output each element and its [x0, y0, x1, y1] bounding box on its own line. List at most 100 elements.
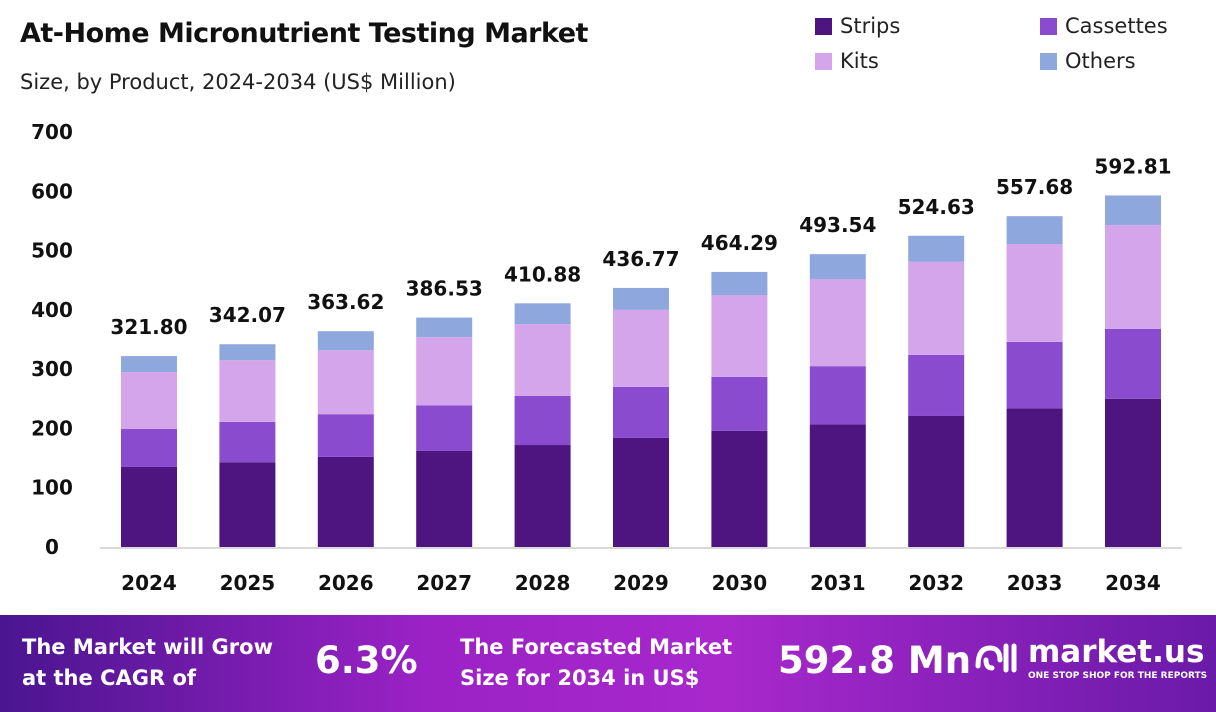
- bar-segment-strips: [908, 415, 965, 547]
- legend-label: Others: [1065, 49, 1136, 73]
- y-tick-label: 600: [31, 179, 73, 203]
- legend-label: Kits: [840, 49, 879, 73]
- bar-segment-others: [514, 303, 571, 325]
- x-tick-label: 2029: [613, 571, 669, 595]
- legend-item-kits: Kits: [815, 49, 879, 73]
- cagr-label-line: at the CAGR of: [22, 666, 197, 690]
- bar-segment-others: [219, 344, 276, 361]
- bar-segment-strips: [317, 456, 374, 547]
- bar-segment-strips: [809, 424, 866, 547]
- bar-segment-kits: [1006, 244, 1063, 342]
- y-tick-label: 400: [31, 298, 73, 322]
- bar-segment-others: [416, 317, 473, 338]
- y-tick-label: 700: [31, 120, 73, 144]
- bar-segment-strips: [1006, 408, 1063, 547]
- x-tick-label: 2030: [712, 571, 768, 595]
- bar-segment-kits: [416, 337, 473, 406]
- forecast-label-line: The Forecasted Market: [460, 635, 733, 659]
- bar-segment-strips: [416, 450, 473, 547]
- x-tick-label: 2034: [1105, 571, 1161, 595]
- x-tick-label: 2033: [1007, 571, 1063, 595]
- bar-segment-kits: [121, 372, 177, 430]
- data-label: 363.62: [307, 290, 384, 314]
- data-label: 342.07: [209, 303, 286, 327]
- data-label: 524.63: [898, 195, 975, 219]
- data-label: 386.53: [406, 277, 483, 301]
- data-label: 321.80: [110, 315, 187, 339]
- chart-title: At-Home Micronutrient Testing Market: [20, 18, 588, 49]
- legend-swatch: [1040, 17, 1057, 35]
- bar-segment-others: [613, 287, 669, 310]
- data-label: 557.68: [996, 175, 1073, 199]
- bar-segment-cassettes: [908, 354, 965, 416]
- logo-name: market.us: [1028, 634, 1205, 670]
- bar-segment-strips: [613, 437, 669, 547]
- bar-segment-strips: [514, 445, 571, 547]
- bar-segment-cassettes: [809, 366, 866, 425]
- y-tick-label: 500: [31, 239, 73, 263]
- forecast-label: The Forecasted Market Size for 2034 in US…: [460, 632, 732, 694]
- bar-segment-strips: [711, 430, 768, 547]
- bar-segment-kits: [317, 350, 374, 415]
- data-label: 410.88: [504, 262, 581, 286]
- bar-segment-cassettes: [317, 414, 374, 457]
- stacked-bar-chart: 0 100 200 300 400 500 600 700 321.80 2024 342.07 20…: [31, 120, 1182, 595]
- legend-swatch: [1040, 52, 1057, 70]
- x-tick-label: 2032: [908, 571, 964, 595]
- bar-segment-strips: [1105, 398, 1161, 547]
- bar-segment-others: [809, 254, 866, 280]
- bar-segment-strips: [219, 462, 276, 547]
- cagr-label: The Market will Grow at the CAGR of: [22, 632, 273, 694]
- bar-segment-cassettes: [711, 376, 768, 431]
- cagr-value: 6.3%: [315, 639, 418, 682]
- legend-label: Cassettes: [1065, 14, 1168, 38]
- bar-segment-kits: [1105, 225, 1161, 329]
- bar-segment-cassettes: [1006, 341, 1063, 409]
- y-tick-label: 100: [31, 476, 73, 500]
- legend-item-strips: Strips: [815, 14, 900, 38]
- bar-segment-others: [1006, 216, 1063, 245]
- bar-segment-others: [908, 235, 965, 262]
- cagr-label-line: The Market will Grow: [22, 635, 273, 659]
- legend-label: Strips: [840, 14, 901, 38]
- bar-segment-kits: [219, 360, 276, 422]
- y-tick-label: 0: [45, 535, 59, 559]
- x-tick-label: 2025: [220, 571, 276, 595]
- bar-segment-kits: [514, 324, 571, 396]
- legend-swatch: [815, 17, 832, 35]
- x-tick-label: 2027: [416, 571, 472, 595]
- data-label: 592.81: [1094, 154, 1171, 178]
- summary-banner: The Market will Grow at the CAGR of 6.3% …: [0, 615, 1216, 712]
- bar-segment-others: [121, 356, 177, 373]
- legend-item-cassettes: Cassettes: [1040, 14, 1168, 38]
- bar-segment-others: [317, 331, 374, 351]
- bar-segment-cassettes: [1105, 328, 1161, 399]
- bar-segment-others: [1105, 195, 1161, 226]
- bar-segment-cassettes: [514, 395, 571, 446]
- legend-item-others: Others: [1040, 49, 1136, 73]
- bar-segment-kits: [613, 309, 669, 387]
- x-tick-label: 2024: [121, 571, 177, 595]
- chart-subtitle: Size, by Product, 2024-2034 (US$ Million…: [20, 70, 456, 94]
- x-tick-label: 2026: [318, 571, 374, 595]
- forecast-value: 592.8 Mn: [778, 639, 972, 682]
- bar-segment-others: [711, 271, 768, 296]
- y-tick-label: 200: [31, 416, 73, 440]
- x-tick-label: 2031: [810, 571, 866, 595]
- bar-segment-cassettes: [219, 421, 276, 463]
- data-label: 464.29: [701, 231, 778, 255]
- bar-segment-cassettes: [121, 429, 177, 467]
- bar-segment-strips: [121, 466, 177, 547]
- bar-segment-kits: [809, 279, 866, 367]
- bar-segment-cassettes: [613, 386, 669, 438]
- logo-tagline: ONE STOP SHOP FOR THE REPORTS: [1028, 671, 1208, 681]
- bar-segment-cassettes: [416, 405, 473, 451]
- y-tick-label: 300: [31, 357, 73, 381]
- legend-swatch: [815, 52, 832, 70]
- x-tick-label: 2028: [515, 571, 571, 595]
- logo-icon: [975, 643, 1017, 673]
- bar-segment-kits: [711, 295, 768, 377]
- data-label: 436.77: [602, 247, 679, 271]
- data-label: 493.54: [799, 213, 876, 237]
- market-us-logo: market.us ONE STOP SHOP FOR THE REPORTS: [972, 635, 1207, 681]
